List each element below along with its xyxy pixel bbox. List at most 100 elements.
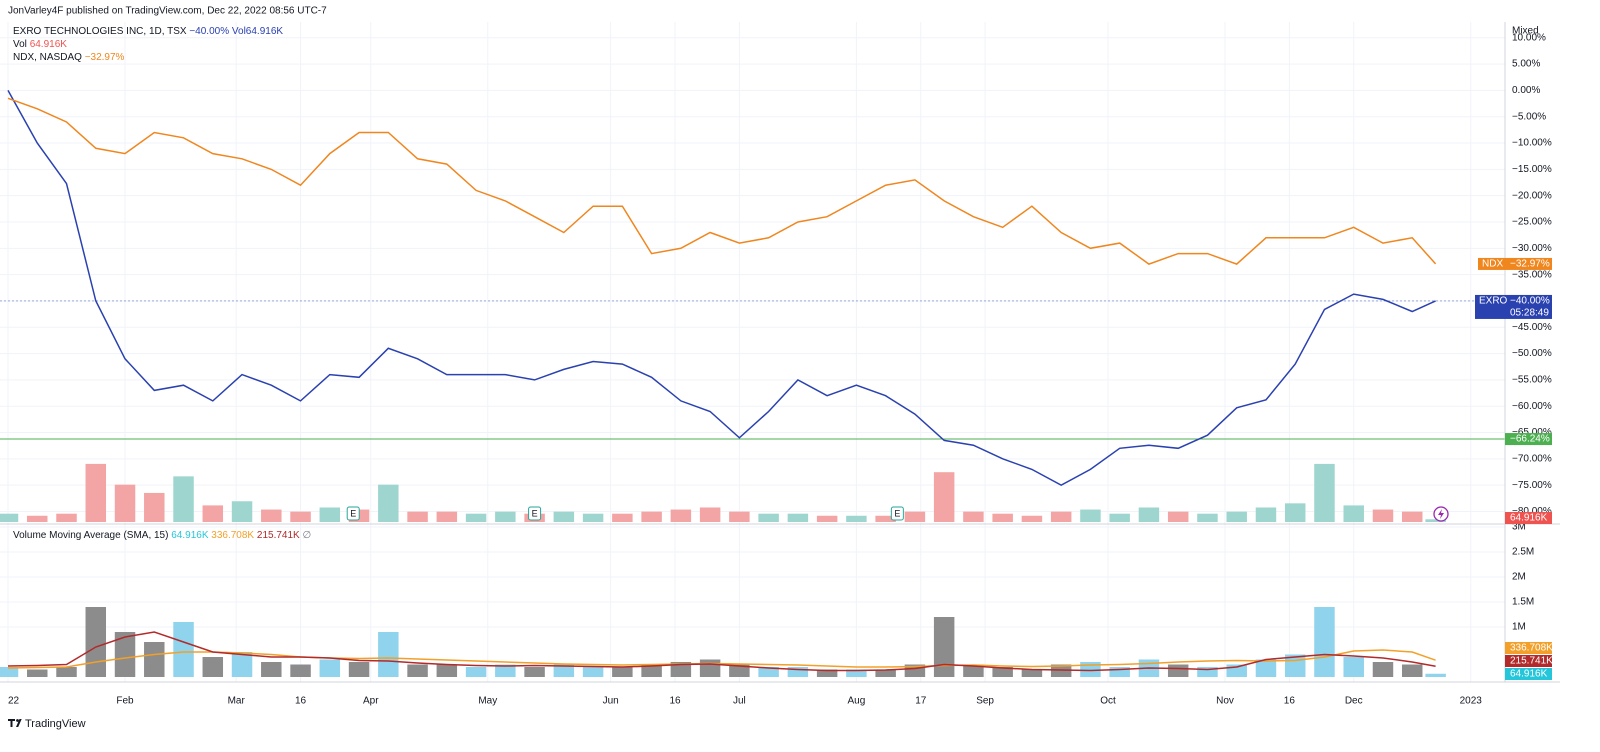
volume-bar-lower — [1314, 607, 1335, 677]
indicator-name: Volume Moving Average (SMA, 15) — [13, 530, 168, 541]
volume-bar-lower — [114, 632, 136, 677]
x-tick-label: May — [478, 696, 497, 707]
y-tick-label: 2M — [1512, 572, 1526, 583]
y-tick-label: −20.00% — [1512, 190, 1552, 201]
volume-bar-lower — [787, 667, 809, 677]
y-tick-label: −80.00% — [1512, 506, 1552, 517]
y-tick-label: −35.00% — [1512, 269, 1552, 280]
volume-bar — [290, 511, 311, 522]
y-tick-label: −60.00% — [1512, 401, 1552, 412]
earnings-marker — [890, 506, 904, 521]
earnings-marker — [346, 506, 360, 521]
vol-label: Vol — [13, 39, 27, 50]
x-tick-label: Oct — [1100, 696, 1116, 707]
volume-bar — [407, 511, 428, 522]
price-tag-name: EXRO — [1479, 296, 1508, 307]
price-line — [7, 90, 1436, 487]
volume-bar — [1138, 507, 1160, 522]
footer-brand: TradingView — [25, 718, 86, 730]
volume-bar — [729, 511, 750, 522]
volume-bar-lower — [173, 622, 194, 677]
y-tick-label: 1.5M — [1512, 597, 1534, 608]
volume-bar-lower — [144, 642, 165, 677]
volume-bar — [1021, 515, 1043, 522]
volume-bar — [641, 511, 662, 522]
volume-bar-lower — [1343, 657, 1364, 677]
volume-bar-lower — [1401, 664, 1423, 677]
y-tick-label: 10.00% — [1512, 32, 1546, 43]
legend-indicator: Volume Moving Average (SMA, 15) 64.916K … — [13, 530, 311, 541]
y-tick-label: −70.00% — [1512, 453, 1552, 464]
volume-bar — [904, 511, 926, 522]
price-tag-countdown: 05:28:49 — [1510, 308, 1549, 319]
legend-vol: Vol 64.916K — [13, 39, 67, 50]
x-tick-label: 16 — [669, 696, 681, 707]
y-tick-label: −5.00% — [1512, 111, 1546, 122]
volume-bar — [875, 515, 896, 522]
volume-bar — [495, 511, 516, 522]
volume-bar-lower — [641, 664, 662, 677]
volume-bar-lower — [758, 667, 779, 677]
volume-bar — [553, 511, 575, 522]
volume-bar — [85, 463, 107, 522]
compare-change: −32.97% — [85, 52, 125, 63]
volume-bar-lower — [1255, 659, 1277, 677]
y-tick-label: −15.00% — [1512, 164, 1552, 175]
ma-tag-label: 336.708K — [1510, 643, 1553, 654]
volume-bar — [1109, 513, 1130, 522]
volume-bar — [1226, 511, 1247, 522]
volume-bar-lower — [1021, 669, 1043, 677]
volume-bar-lower — [582, 667, 604, 677]
volume-bar — [816, 515, 838, 522]
logo-mark — [8, 719, 22, 727]
volume-bar — [1343, 505, 1364, 522]
volume-bar-lower — [699, 659, 721, 677]
compare-symbol: NDX, NASDAQ — [13, 52, 82, 63]
y-tick-label: −55.00% — [1512, 375, 1552, 386]
volume-bar — [173, 476, 194, 522]
volume-bar-lower — [1167, 664, 1189, 677]
x-tick-label: Aug — [847, 696, 865, 707]
publisher: JonVarley4F published on TradingView.com… — [8, 6, 327, 17]
earnings-label: E — [532, 508, 538, 518]
volume-bar — [1255, 507, 1277, 522]
x-tick-label: Jun — [603, 696, 619, 707]
volume-tag-label: 64.916K — [1510, 513, 1548, 524]
volume-bar — [378, 484, 399, 522]
volume-bar-lower — [846, 669, 867, 677]
ma-tag — [1505, 655, 1552, 667]
volume-bar — [933, 472, 955, 522]
indicator-v2: 336.708K — [211, 530, 254, 541]
volume-bar-lower — [231, 652, 253, 677]
volume-bar-lower — [290, 664, 311, 677]
x-tick-label: 16 — [1284, 696, 1296, 707]
volume-tag-lower — [1505, 668, 1552, 680]
volume-bar — [1080, 509, 1101, 522]
price-tag-name: NDX — [1482, 259, 1503, 270]
change: −40.00% — [189, 26, 229, 37]
volume-bar-lower — [319, 659, 341, 677]
x-tick-label: 16 — [295, 696, 307, 707]
price-line — [7, 97, 1437, 265]
volume-bar-lower — [85, 607, 107, 677]
volume-bar-lower — [670, 662, 692, 677]
earnings-label: E — [350, 508, 356, 518]
x-tick-label: 22 — [8, 696, 20, 707]
volume-bar — [612, 513, 633, 522]
volume-bar — [1314, 463, 1335, 522]
earnings-marker — [528, 506, 542, 521]
y-tick-label: 5.00% — [1512, 59, 1540, 70]
volume-bar-lower — [524, 667, 545, 677]
volume-bar-lower — [992, 667, 1013, 677]
volume-bar — [144, 492, 165, 522]
volume-bar — [670, 509, 692, 522]
volume-bar — [699, 507, 721, 522]
volume-bar — [582, 513, 604, 522]
y-tick-label: 3M — [1512, 522, 1526, 533]
x-tick-label: Mar — [228, 696, 246, 707]
ma-line — [7, 631, 1436, 672]
price-tag-value: −40.00% — [1510, 296, 1550, 307]
volume-bar — [27, 515, 48, 522]
volume-bar-lower — [1109, 667, 1130, 677]
